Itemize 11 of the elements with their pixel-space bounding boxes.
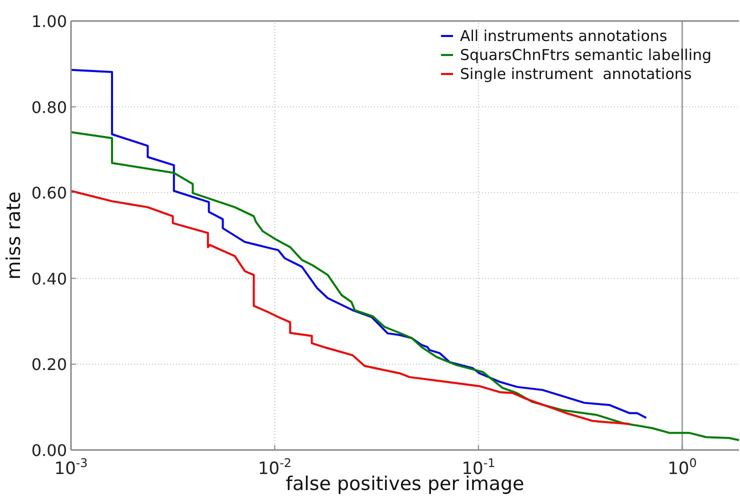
legend-label: SquarsChnFtrs semantic labelling	[460, 46, 712, 64]
y-tick-label: 0.40	[31, 269, 67, 288]
legend-label: All instruments annotations	[460, 27, 668, 45]
y-tick-label: 0.80	[31, 98, 67, 117]
y-tick-label: 0.20	[31, 355, 67, 374]
y-tick-label: 1.00	[31, 12, 67, 31]
x-tick-label: 10$^{0}$	[668, 456, 697, 479]
x-axis-title: false positives per image	[286, 473, 524, 495]
legend-label: Single instrument annotations	[460, 65, 692, 83]
y-tick-label: 0.60	[31, 184, 67, 203]
y-axis-title: miss rate	[3, 191, 25, 280]
